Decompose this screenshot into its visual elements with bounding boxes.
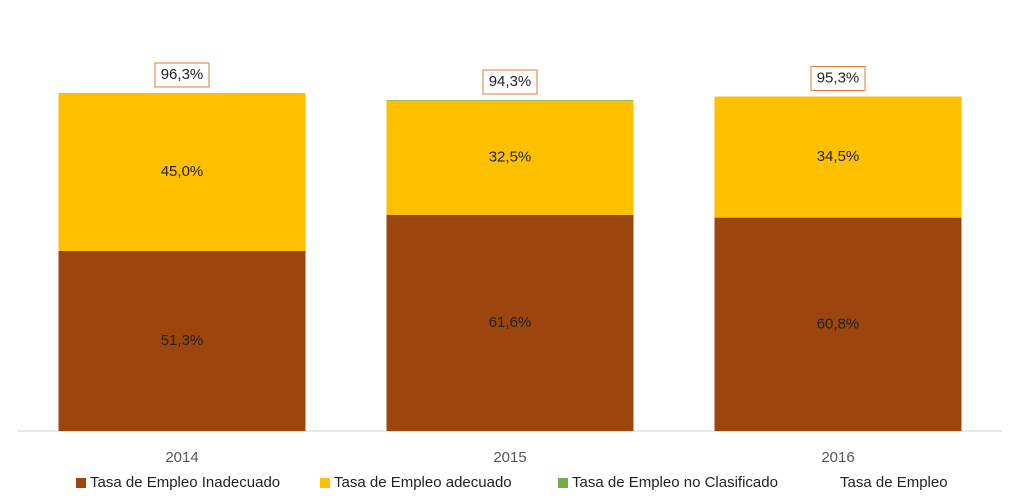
- legend-label: Tasa de Empleo no Clasificado: [572, 474, 778, 491]
- value-label: 60,8%: [817, 315, 860, 332]
- x-tick-label: 2016: [821, 449, 854, 466]
- value-label: 51,3%: [161, 332, 204, 349]
- total-label-box: [482, 69, 538, 95]
- bar-segment: [386, 214, 634, 431]
- bar-segment: [386, 100, 634, 101]
- value-label: 34,5%: [817, 148, 860, 165]
- legend-swatch: [76, 478, 86, 488]
- total-label-box: [154, 62, 210, 88]
- total-label: 95,3%: [817, 69, 860, 86]
- x-tick-label: 2014: [165, 449, 198, 466]
- bar-segment: [58, 250, 306, 431]
- total-label: 96,3%: [161, 66, 204, 83]
- value-label: 45,0%: [161, 163, 204, 180]
- legend-label: Tasa de Empleo Inadecuado: [90, 474, 280, 491]
- total-label: 94,3%: [489, 73, 532, 90]
- legend-swatch: [320, 478, 330, 488]
- value-label: 61,6%: [489, 314, 532, 331]
- bar-segment: [714, 96, 962, 218]
- bar-segment: [714, 217, 962, 431]
- bar-segment: [386, 100, 634, 215]
- legend-label: Tasa de Empleo: [840, 474, 948, 491]
- bar-segment: [58, 92, 306, 251]
- x-tick-label: 2015: [493, 449, 526, 466]
- total-label-box: [810, 65, 866, 91]
- legend-swatch: [558, 478, 568, 488]
- legend-label: Tasa de Empleo adecuado: [334, 474, 512, 491]
- value-label: 32,5%: [489, 149, 532, 166]
